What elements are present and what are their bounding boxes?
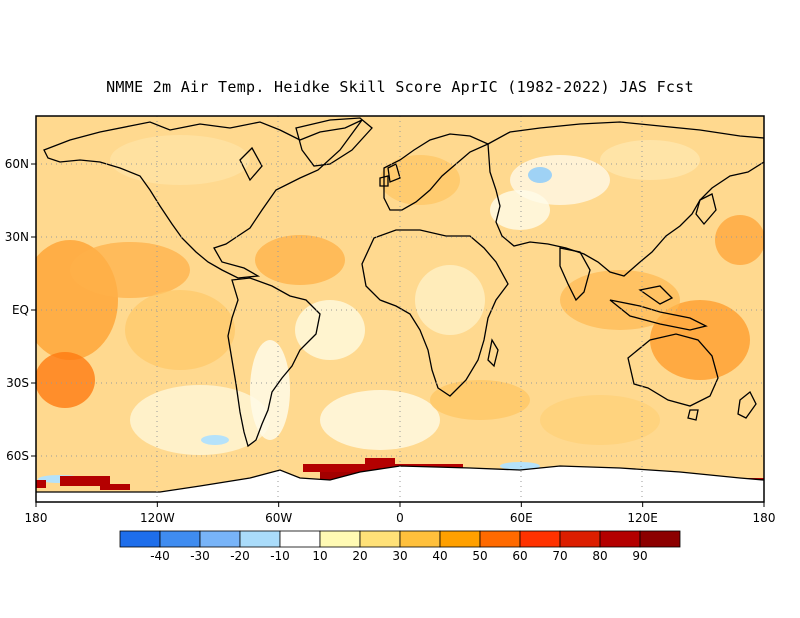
- colorbar-label: 40: [432, 549, 447, 563]
- colorbar-label: -10: [270, 549, 290, 563]
- colorbar-label: 80: [592, 549, 607, 563]
- lat-tick-label: 60S: [6, 449, 29, 463]
- colorbar-label: 20: [352, 549, 367, 563]
- colorbar-swatch: [159, 530, 201, 548]
- colorbar-label: 30: [392, 549, 407, 563]
- colorbar-swatch: [239, 530, 281, 548]
- colorbar-label: 60: [512, 549, 527, 563]
- colorbar-swatch: [519, 530, 561, 548]
- colorbar-swatch: [599, 530, 641, 548]
- colorbar-label: 50: [472, 549, 487, 563]
- colorbar-label: -40: [150, 549, 170, 563]
- colorbar-label: 70: [552, 549, 567, 563]
- colorbar-swatch: [359, 530, 401, 548]
- lat-tick-label: 60N: [5, 157, 29, 171]
- longitude-ticks: 180 120W 60W 0 60E 120E 180: [25, 502, 776, 525]
- lon-tick-label: 180: [753, 511, 776, 525]
- lon-tick-label: 120W: [140, 511, 175, 525]
- map-field: [36, 116, 764, 502]
- colorbar-swatch: [319, 530, 361, 548]
- colorbar-label: 10: [312, 549, 327, 563]
- colorbar-swatch: [639, 530, 681, 548]
- coastlines: [36, 117, 764, 493]
- colorbar-swatch: [439, 530, 481, 548]
- colorbar-label: 90: [632, 549, 647, 563]
- colorbar-label: -20: [230, 549, 250, 563]
- colorbar-swatch: [119, 530, 161, 548]
- colorbar-label: -30: [190, 549, 210, 563]
- lon-tick-label: 180: [25, 511, 48, 525]
- lon-tick-label: 0: [396, 511, 404, 525]
- colorbar-swatch: [479, 530, 521, 548]
- lon-tick-label: 60W: [265, 511, 292, 525]
- colorbar-swatch: [559, 530, 601, 548]
- lon-tick-label: 120E: [627, 511, 658, 525]
- lon-tick-label: 60E: [510, 511, 533, 525]
- colorbar-swatch: [279, 530, 321, 548]
- lat-tick-label: EQ: [12, 303, 29, 317]
- colorbar: -40 -30 -20 -10 10 20 30 40 50 60 70 80 90: [119, 530, 681, 563]
- colorbar-swatch: [199, 530, 241, 548]
- lat-tick-label: 30N: [5, 230, 29, 244]
- colorbar-swatch: [399, 530, 441, 548]
- latitude-ticks: 60N 30N EQ 30S 60S: [5, 157, 36, 463]
- lat-tick-label: 30S: [6, 376, 29, 390]
- map-title: NMME 2m Air Temp. Heidke Skill Score Apr…: [106, 78, 694, 96]
